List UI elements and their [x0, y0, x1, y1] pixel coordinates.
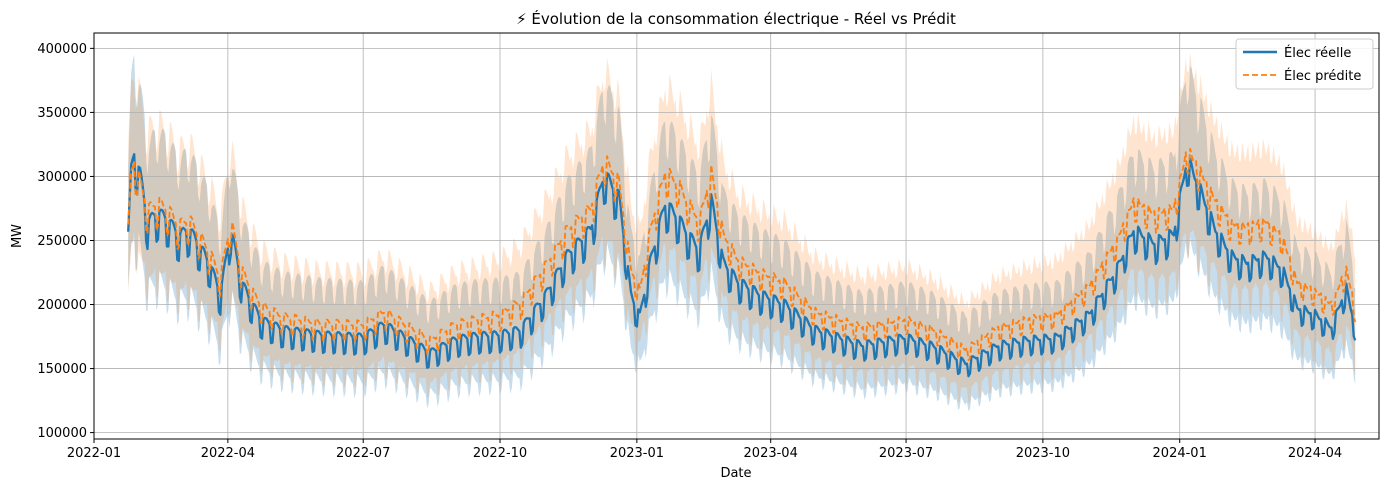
line-real: [127, 153, 1357, 378]
y-tick-label: 250000: [37, 234, 87, 249]
plot-frame: [93, 32, 1380, 440]
legend-label-pred: Élec prédite: [1284, 68, 1361, 84]
y-tick-label: 300000: [37, 170, 87, 185]
legend-label-real: Élec réelle: [1284, 45, 1351, 61]
y-tick-label: 350000: [37, 106, 87, 121]
x-axis-ticks: 2022-01 2022-04 2022-07 2022-10 2023-01 2023-…: [67, 439, 1342, 461]
x-tick-label: 2023-04: [744, 446, 798, 461]
x-tick-label: 2023-01: [610, 446, 664, 461]
x-tick-label: 2022-01: [67, 446, 121, 461]
x-tick-label: 2024-04: [1288, 446, 1342, 461]
y-tick-label: 150000: [37, 362, 87, 377]
x-tick-label: 2023-07: [879, 446, 933, 461]
y-axis-ticks: 100000 150000 200000 250000 300000 350000 4000…: [37, 42, 94, 441]
x-tick-label: 2023-10: [1016, 446, 1070, 461]
band-real: [128, 54, 1356, 412]
y-axis-label: MW: [10, 224, 25, 248]
y-tick-label: 200000: [37, 298, 87, 313]
y-tick-label: 100000: [37, 426, 87, 441]
x-tick-label: 2022-04: [201, 446, 255, 461]
x-tick-label: 2024-01: [1153, 446, 1207, 461]
line-predicted: [127, 147, 1357, 362]
x-axis-label: Date: [720, 466, 751, 481]
grid-lines: [93, 33, 1379, 439]
x-tick-label: 2022-10: [473, 446, 527, 461]
series-lines: [127, 147, 1357, 378]
legend: Élec réelle Élec prédite: [1235, 38, 1374, 90]
x-tick-label: 2022-07: [336, 446, 390, 461]
y-tick-label: 400000: [37, 42, 87, 57]
chart-title: ⚡ Évolution de la consommation électriqu…: [516, 9, 956, 28]
